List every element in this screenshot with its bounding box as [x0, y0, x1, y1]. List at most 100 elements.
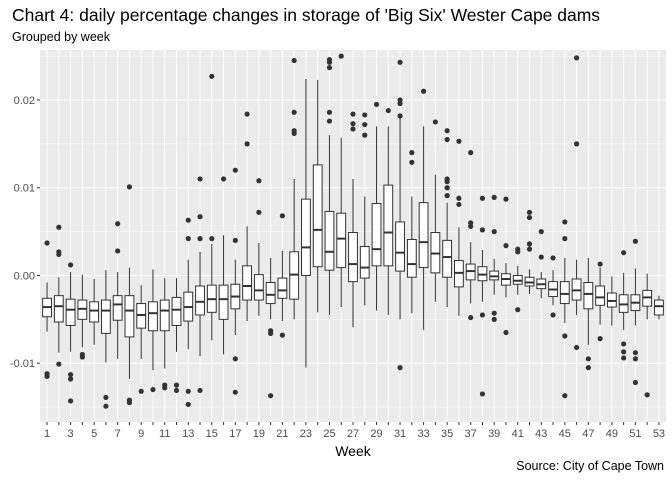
- outlier-point: [479, 391, 486, 397]
- box-iqr: [124, 295, 135, 338]
- box-week-42: [524, 209, 535, 294]
- box-week-28: [359, 112, 370, 306]
- outlier-point: [526, 209, 533, 215]
- box-week-26: [336, 53, 347, 308]
- box-week-23: [301, 78, 311, 368]
- outlier-point: [491, 194, 497, 200]
- chart-caption: Source: City of Cape Town: [516, 459, 664, 473]
- box-week-32: [406, 150, 417, 314]
- box-week-33: [418, 88, 429, 330]
- outlier-point: [621, 341, 627, 347]
- x-tick-label: 33: [417, 428, 429, 440]
- outlier-point: [244, 141, 250, 147]
- outlier-point: [585, 365, 591, 371]
- x-tick-label: 21: [276, 428, 288, 440]
- x-tick-label: 25: [323, 428, 335, 440]
- box-iqr: [53, 295, 64, 323]
- outlier-point: [173, 382, 180, 388]
- outlier-point: [479, 227, 486, 233]
- box-week-51: [630, 238, 641, 386]
- outlier-point: [362, 112, 368, 118]
- outlier-point: [326, 64, 333, 71]
- box-week-44: [548, 255, 558, 318]
- outlier-point: [385, 107, 391, 114]
- outlier-point: [185, 236, 191, 242]
- box-week-48: [595, 261, 606, 342]
- outlier-point: [103, 403, 109, 409]
- outlier-point: [67, 262, 74, 268]
- outlier-point: [409, 150, 415, 156]
- outlier-point: [79, 354, 85, 360]
- outlier-point: [126, 184, 133, 190]
- x-tick-label: 37: [465, 428, 477, 440]
- box-iqr: [595, 285, 606, 306]
- outlier-point: [150, 386, 156, 393]
- box-week-46: [571, 55, 582, 351]
- outlier-point: [503, 196, 509, 202]
- x-tick-label: 49: [606, 428, 618, 440]
- outlier-point: [550, 312, 556, 318]
- box-week-53: [654, 295, 664, 320]
- outlier-point: [185, 217, 191, 223]
- outlier-point: [197, 214, 203, 220]
- box-iqr: [583, 282, 594, 310]
- x-tick-label: 5: [91, 428, 97, 440]
- outlier-point: [67, 376, 74, 382]
- outlier-point: [573, 141, 580, 147]
- outlier-point: [173, 387, 180, 394]
- outlier-point: [232, 167, 238, 173]
- box-week-14: [195, 176, 205, 394]
- outlier-point: [526, 246, 533, 252]
- outlier-point: [632, 356, 639, 362]
- outlier-point: [526, 214, 533, 221]
- box-week-15: [206, 73, 217, 341]
- outlier-point: [373, 101, 380, 107]
- box-iqr: [148, 301, 158, 332]
- chart-subtitle: Grouped by week: [12, 30, 110, 44]
- box-iqr: [336, 212, 347, 269]
- outlier-point: [326, 59, 333, 65]
- box-iqr: [253, 274, 264, 301]
- x-tick-label: 47: [582, 428, 594, 440]
- y-tick-label: 0.01: [14, 183, 35, 195]
- outlier-point: [256, 178, 262, 184]
- box-week-18: [242, 111, 253, 322]
- outlier-point: [491, 310, 497, 316]
- y-tick-label: 0.00: [14, 270, 35, 282]
- outlier-point: [585, 356, 591, 362]
- x-tick-label: 45: [559, 428, 571, 440]
- outlier-point: [67, 398, 74, 404]
- box-iqr: [559, 281, 570, 305]
- box-iqr: [265, 282, 276, 305]
- x-tick-label: 29: [370, 428, 382, 440]
- outlier-point: [350, 126, 356, 132]
- y-tick-label: 0.02: [14, 95, 35, 107]
- outlier-point: [220, 176, 227, 182]
- outlier-point: [67, 372, 74, 378]
- box-week-27: [348, 111, 358, 328]
- outlier-point: [562, 219, 568, 225]
- outlier-point: [326, 118, 333, 124]
- box-iqr: [442, 239, 453, 278]
- outlier-point: [550, 255, 556, 261]
- outlier-point: [456, 138, 462, 144]
- box-week-39: [489, 194, 500, 322]
- outlier-point: [479, 312, 486, 318]
- outlier-point: [338, 53, 344, 59]
- box-iqr: [65, 298, 76, 326]
- x-tick-label: 19: [253, 428, 265, 440]
- outlier-point: [56, 361, 62, 367]
- box-iqr: [100, 299, 111, 334]
- outlier-point: [232, 389, 238, 395]
- outlier-point: [232, 356, 238, 362]
- box-week-52: [642, 273, 653, 398]
- outlier-point: [185, 388, 191, 394]
- box-week-37: [465, 150, 476, 321]
- outlier-point: [632, 238, 639, 244]
- outlier-point: [573, 55, 580, 61]
- box-week-2: [53, 224, 64, 367]
- box-iqr: [383, 184, 394, 267]
- x-axis-title: Week: [335, 443, 372, 459]
- box-week-19: [253, 178, 264, 316]
